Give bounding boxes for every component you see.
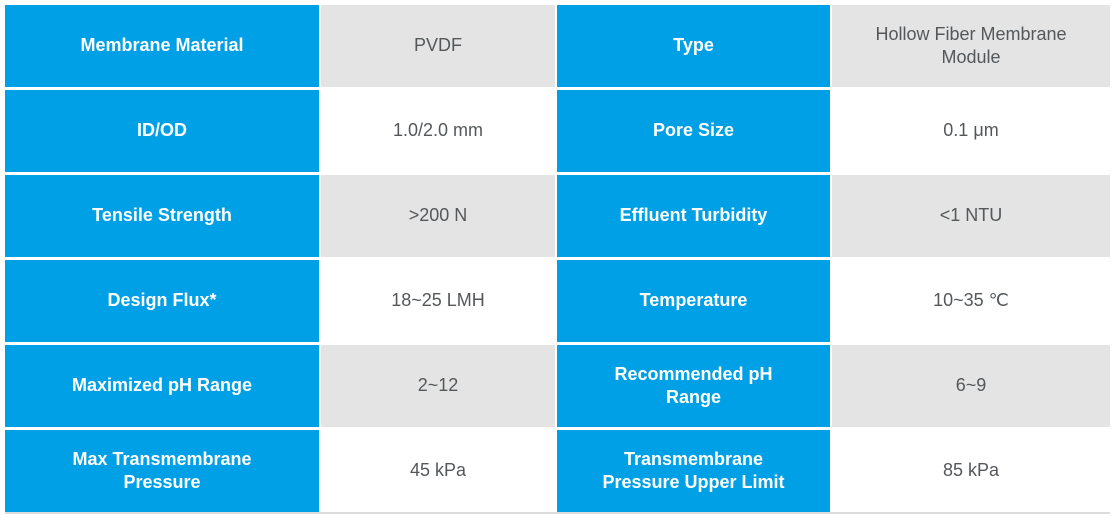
spec-label-membrane-material: Membrane Material xyxy=(5,5,319,87)
spec-value-recommended-ph-range: 6~9 xyxy=(832,345,1110,427)
spec-value-type: Hollow Fiber Membrane Module xyxy=(832,5,1110,87)
spec-label-id-od: ID/OD xyxy=(5,90,319,172)
spec-value-design-flux: 18~25 LMH xyxy=(321,260,555,342)
spec-label-pore-size: Pore Size xyxy=(557,90,830,172)
spec-table: Membrane Material PVDF Type Hollow Fiber… xyxy=(5,5,1110,514)
spec-value-transmembrane-pressure-upper-limit: 85 kPa xyxy=(832,430,1110,512)
spec-value-id-od: 1.0/2.0 mm xyxy=(321,90,555,172)
spec-label-temperature: Temperature xyxy=(557,260,830,342)
spec-value-max-transmembrane-pressure: 45 kPa xyxy=(321,430,555,512)
spec-label-transmembrane-pressure-upper-limit: Transmembrane Pressure Upper Limit xyxy=(557,430,830,512)
spec-value-pore-size: 0.1 μm xyxy=(832,90,1110,172)
spec-label-max-transmembrane-pressure: Max Transmembrane Pressure xyxy=(5,430,319,512)
spec-label-maximized-ph-range: Maximized pH Range xyxy=(5,345,319,427)
spec-value-tensile-strength: >200 N xyxy=(321,175,555,257)
spec-label-effluent-turbidity: Effluent Turbidity xyxy=(557,175,830,257)
spec-label-design-flux: Design Flux* xyxy=(5,260,319,342)
spec-label-tensile-strength: Tensile Strength xyxy=(5,175,319,257)
spec-value-membrane-material: PVDF xyxy=(321,5,555,87)
spec-value-temperature: 10~35 ℃ xyxy=(832,260,1110,342)
spec-label-recommended-ph-range: Recommended pH Range xyxy=(557,345,830,427)
spec-value-maximized-ph-range: 2~12 xyxy=(321,345,555,427)
spec-value-effluent-turbidity: <1 NTU xyxy=(832,175,1110,257)
spec-label-type: Type xyxy=(557,5,830,87)
